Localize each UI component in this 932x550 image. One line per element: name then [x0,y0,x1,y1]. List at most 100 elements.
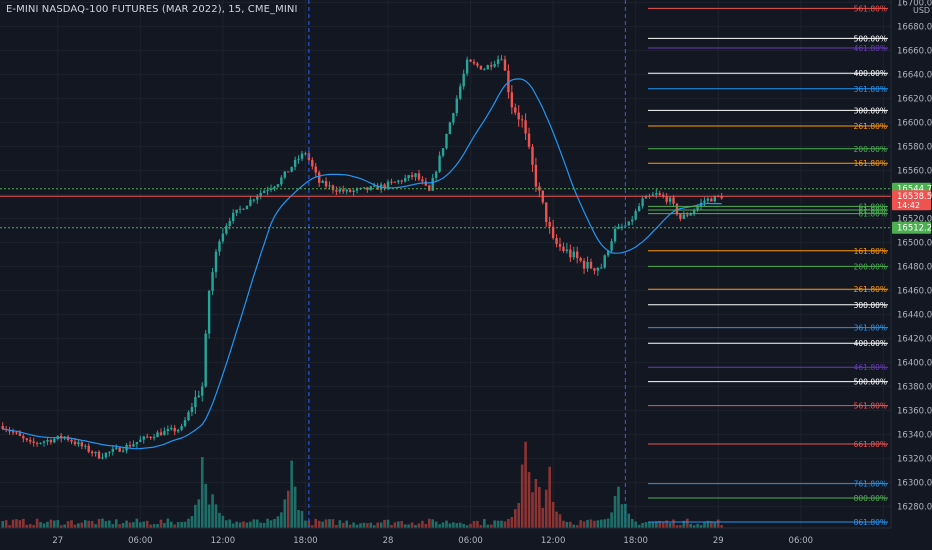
candle-body [66,436,70,441]
candle-body [46,440,49,442]
volume-bar [369,522,373,528]
candle-body [355,188,359,191]
volume-bar [200,457,204,528]
volume-bar [245,522,249,528]
candle-body [586,261,589,269]
candle-body [194,396,197,408]
candle-body [486,65,489,70]
candle-body [318,172,321,183]
price-axis-tick-label: 16340.00 [897,430,932,440]
volume-bar [706,520,710,528]
candle-body [390,181,393,183]
volume-bar [372,525,376,528]
volume-bar [242,521,245,528]
price-axis-tick-label: 16680.00 [897,22,932,32]
volume-bar [97,519,101,528]
volume-bar [283,499,287,528]
candle-body [235,209,238,213]
candle-body [214,251,218,273]
volume-bar [400,521,404,528]
candle-body [593,268,596,271]
candle-body [290,166,293,172]
price-label-text: 16512.25 [897,224,932,234]
candle-body [469,59,472,62]
candle-body [582,260,586,269]
volume-bar [187,518,190,528]
candle-body [73,441,77,445]
candle-body [321,181,324,183]
candle-body [407,175,410,179]
candle-body [600,267,603,269]
volume-bar [441,522,445,528]
volume-bar [32,525,35,528]
candle-body [472,61,476,64]
candle-body [135,441,139,445]
time-axis-tick-label: 18:00 [293,536,318,546]
fib-level-label: 400.00% [854,339,887,348]
volume-bar [661,521,665,528]
price-axis-tick-label: 16520.00 [897,214,932,224]
volume-bar [22,518,25,528]
volume-bar [383,519,386,528]
volume-bar [624,503,627,528]
candle-body [245,205,249,210]
fib-level-label: 361.80% [854,324,887,333]
fib-level-label: 61.80% [858,202,887,211]
fib-level-label: 61.80% [858,206,887,215]
candle-body [462,73,465,87]
volume-bar [80,522,84,528]
volume-bar [355,524,359,528]
volume-bar [280,512,283,528]
candle-body [551,226,555,239]
time-axis-tick-label: 29 [713,536,724,546]
candle-body [94,451,97,454]
volume-bar [156,524,159,528]
candle-body [242,208,245,210]
candle-body [445,134,448,149]
volume-bar [290,460,293,528]
fib-level-label: 300.00% [854,301,887,310]
candle-body [53,438,56,443]
candle-body [77,442,80,445]
time-axis-tick-label: 18:00 [623,536,648,546]
volume-bar [431,519,435,528]
candle-body [118,447,121,452]
candle-body [328,185,331,187]
candle-body [70,440,73,442]
price-label-background [892,221,931,234]
candle-body [651,194,655,196]
candle-body [314,166,317,173]
volume-bar [665,520,668,528]
candle-body [146,436,149,438]
price-axis-tick-label: 16440.00 [897,310,932,320]
volume-bar [417,523,421,528]
volume-bar [599,519,603,528]
volume-bar [472,521,476,528]
volume-bar [414,524,417,528]
time-axis-tick-label: 12:00 [211,536,236,546]
candle-body [672,197,675,204]
volume-bar [655,521,658,528]
volume-bar [493,520,496,528]
candle-body [87,445,90,452]
candle-body [689,213,692,216]
candle-body [80,442,84,447]
candle-body [104,452,108,458]
volume-bar [77,523,80,528]
candle-body [493,63,496,67]
price-axis-tick-label: 16700.00 [897,0,932,8]
volume-bar [101,518,104,528]
volume-bar [152,524,156,528]
volume-bar [15,519,18,528]
volume-bar [668,523,672,528]
candle-body [252,199,256,201]
price-axis-tick-label: 16280.00 [897,502,932,512]
candle-body [548,222,551,227]
candle-body [273,186,276,189]
candle-body [373,185,376,187]
price-axis-tick-label: 16400.00 [897,358,932,368]
volume-bar [679,525,682,528]
volume-bar [641,522,644,528]
volume-bar [70,520,73,528]
